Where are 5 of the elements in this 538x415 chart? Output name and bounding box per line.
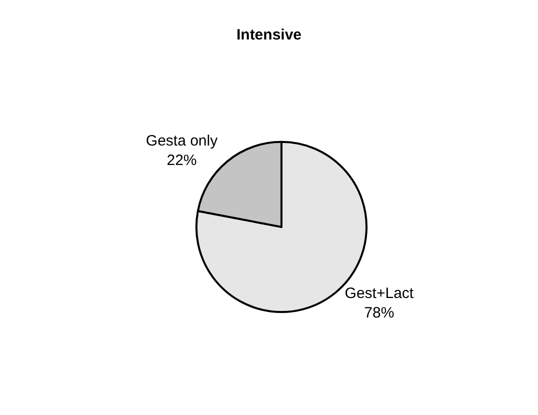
data-label: 78% [364, 304, 394, 322]
chart-title: Intensive [236, 26, 302, 44]
slice-label: Gesta only [146, 132, 218, 150]
data-label: 22% [166, 152, 197, 169]
slice-label: Gest+Lact [344, 285, 414, 302]
